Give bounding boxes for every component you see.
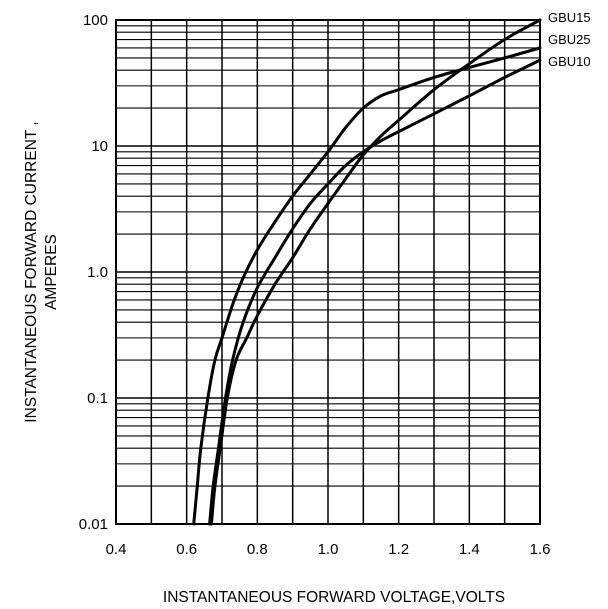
series-label-gbu10: GBU10 — [548, 54, 591, 69]
y-tick-label: 0.1 — [87, 390, 108, 407]
y-tick-label: 0.01 — [79, 516, 108, 533]
curve-gbu25 — [208, 58, 542, 526]
x-tick-label: 0.4 — [106, 541, 127, 558]
x-tick-label: 0.8 — [247, 541, 268, 558]
x-tick-label: 1.4 — [459, 541, 480, 558]
series-label-gbu15: GBU15 — [548, 10, 591, 25]
y-axis-title-line-2: AMPERES — [43, 234, 60, 310]
curves — [192, 18, 542, 526]
x-tick-label: 1.2 — [388, 541, 409, 558]
series-label-gbu25: GBU25 — [548, 32, 591, 47]
y-tick-label: 1.0 — [87, 264, 108, 281]
curve-gbu10 — [209, 18, 542, 526]
y-tick-label: 100 — [83, 12, 108, 29]
y-tick-label: 10 — [91, 138, 108, 155]
y-axis-title-line-1: INSTANTANEOUS FORWARD CURRENT , — [23, 121, 40, 422]
x-tick-label: 1.0 — [318, 541, 339, 558]
grid — [116, 20, 540, 524]
x-tick-label: 1.6 — [530, 541, 551, 558]
x-tick-label: 0.6 — [176, 541, 197, 558]
x-axis-title: INSTANTANEOUS FORWARD VOLTAGE,VOLTS — [163, 589, 505, 606]
curve-gbu15 — [192, 46, 542, 526]
plot-frame — [115, 19, 541, 525]
labels: 0.4 0.6 0.8 1.0 1.2 1.4 1.6 0.01 0.1 1.0 10 100 GBU1… — [79, 10, 591, 558]
